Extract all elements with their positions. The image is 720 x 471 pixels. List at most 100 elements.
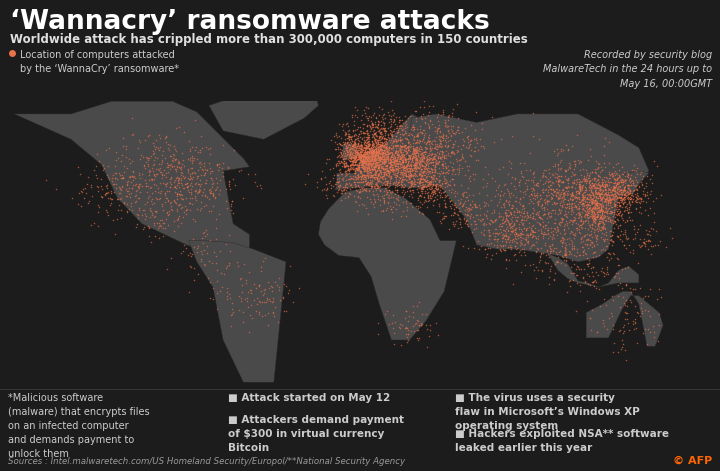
Point	[525, 230, 536, 237]
Point	[595, 196, 607, 204]
Point	[331, 171, 343, 179]
Point	[234, 275, 246, 283]
Point	[364, 146, 376, 154]
Point	[348, 153, 359, 161]
Point	[603, 168, 615, 176]
Point	[586, 200, 598, 207]
Point	[608, 184, 619, 191]
Point	[599, 190, 611, 198]
Point	[356, 141, 367, 149]
Point	[334, 165, 346, 173]
Point	[606, 231, 618, 239]
Point	[359, 144, 371, 152]
Point	[125, 160, 136, 167]
Point	[581, 195, 593, 202]
Point	[618, 299, 629, 306]
Point	[588, 215, 599, 223]
Point	[425, 180, 436, 188]
Point	[481, 214, 492, 222]
Point	[408, 302, 419, 310]
Point	[408, 182, 419, 190]
Point	[433, 124, 445, 131]
Point	[437, 148, 449, 155]
Point	[375, 142, 387, 149]
Point	[602, 186, 613, 194]
Point	[448, 205, 459, 212]
Point	[438, 172, 449, 179]
Point	[336, 154, 347, 161]
Point	[582, 211, 593, 218]
Point	[621, 181, 633, 189]
Point	[364, 161, 376, 168]
Point	[597, 202, 608, 210]
Point	[175, 250, 186, 257]
Point	[361, 164, 372, 171]
Point	[369, 182, 381, 189]
Point	[379, 160, 390, 167]
Point	[366, 133, 377, 140]
Point	[374, 155, 385, 162]
Point	[587, 307, 598, 314]
Point	[361, 161, 373, 168]
Point	[390, 154, 401, 161]
Point	[606, 183, 617, 190]
Point	[509, 251, 521, 258]
Point	[508, 251, 520, 258]
Point	[420, 172, 432, 179]
Point	[492, 236, 504, 243]
Point	[402, 173, 414, 181]
Point	[366, 145, 378, 153]
Point	[204, 186, 216, 193]
Point	[358, 162, 369, 169]
Point	[358, 186, 369, 193]
Point	[375, 128, 387, 136]
Point	[553, 189, 564, 196]
Point	[392, 151, 403, 158]
Point	[159, 198, 171, 205]
Point	[403, 131, 415, 139]
Point	[121, 192, 132, 200]
Point	[422, 178, 433, 186]
Point	[499, 180, 510, 188]
Point	[400, 171, 411, 179]
Point	[356, 159, 367, 166]
Point	[96, 183, 107, 190]
Point	[593, 206, 605, 214]
Point	[412, 302, 423, 309]
Point	[618, 185, 629, 192]
Point	[341, 121, 352, 128]
Point	[626, 176, 637, 184]
Point	[514, 194, 526, 202]
Point	[621, 192, 632, 200]
Point	[442, 170, 454, 177]
Point	[171, 174, 183, 181]
Point	[340, 176, 351, 184]
Point	[544, 280, 555, 288]
Point	[395, 168, 406, 175]
Point	[400, 165, 412, 173]
Point	[448, 165, 459, 172]
Point	[504, 191, 516, 199]
Point	[364, 180, 375, 188]
Point	[156, 156, 168, 164]
Point	[356, 138, 367, 145]
Point	[378, 171, 390, 179]
Point	[373, 149, 384, 157]
Point	[375, 156, 387, 163]
Point	[539, 225, 551, 232]
Point	[590, 183, 601, 191]
Point	[401, 161, 413, 169]
Point	[373, 121, 384, 128]
Point	[559, 230, 570, 238]
Point	[462, 184, 474, 191]
Point	[521, 209, 533, 217]
Point	[624, 178, 635, 186]
Point	[410, 157, 422, 164]
Point	[400, 173, 412, 180]
Point	[544, 185, 556, 193]
Point	[377, 132, 389, 139]
Point	[170, 147, 181, 154]
Point	[638, 236, 649, 243]
Point	[590, 200, 602, 208]
Point	[618, 187, 629, 194]
